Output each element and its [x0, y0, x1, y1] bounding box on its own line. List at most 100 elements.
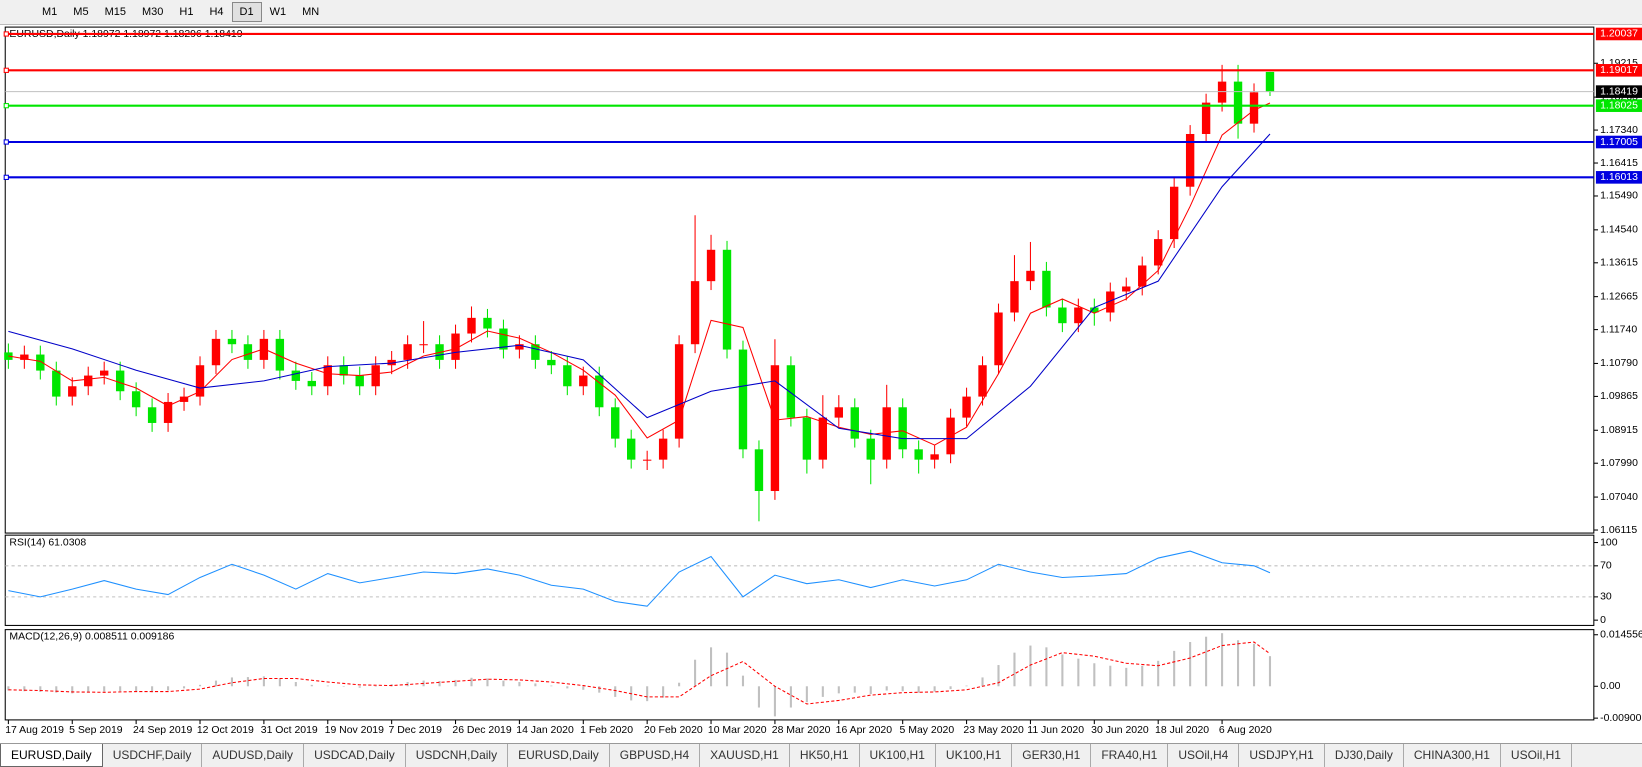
macd-bar [23, 686, 26, 692]
timeframe-button[interactable]: M5 [73, 6, 89, 18]
candle-body [754, 449, 764, 492]
candle-body [898, 407, 907, 450]
candle-body [930, 454, 939, 460]
macd-bar [342, 686, 345, 687]
macd-bar [566, 686, 569, 689]
timeframe-button[interactable]: MN [302, 6, 320, 18]
y-tick-label: 1.06115 [1600, 525, 1637, 536]
candle-body [722, 249, 732, 350]
candle-body [515, 344, 524, 350]
x-tick-label: 28 Mar 2020 [772, 725, 831, 736]
y-tick-label: 1.14540 [1600, 225, 1638, 236]
candle-body [690, 281, 700, 345]
chart-tab[interactable]: USDCNH,Daily [406, 744, 509, 767]
macd-bar [167, 686, 170, 691]
pane-title: MACD(12,26,9) 0.008511 0.009186 [9, 632, 174, 643]
level-handle [3, 31, 9, 37]
candle-body [68, 386, 77, 397]
macd-bar [821, 686, 824, 697]
candle-body [1169, 186, 1179, 240]
chart-tab[interactable]: USDCHF,Daily [103, 744, 203, 767]
candle-body [275, 338, 285, 371]
timeframe-button[interactable]: M30 [141, 6, 164, 18]
timeframe-button[interactable]: W1 [269, 6, 287, 18]
chart-tab[interactable]: AUDUSD,Daily [202, 744, 305, 767]
macd-bar [1157, 660, 1160, 687]
chart-tab[interactable]: CHINA300,H1 [1404, 744, 1501, 767]
y-tick-label: 100 [1600, 537, 1618, 548]
candle-body [611, 407, 620, 439]
y-tick-label: 1.12665 [1600, 291, 1638, 302]
chart-tab[interactable]: EURUSD,Daily [0, 744, 103, 767]
pane-frame [4, 534, 1595, 626]
current-price-label: 1.18419 [1600, 86, 1638, 97]
chart-tab[interactable]: UK100,H1 [860, 744, 936, 767]
chart-tab[interactable]: FRA40,H1 [1091, 744, 1169, 767]
macd-bar [885, 686, 888, 691]
chart-tab[interactable]: GBPUSD,H4 [610, 744, 701, 767]
macd-bar [678, 682, 681, 687]
chart-window: EURUSD,Daily 1.18972 1.18972 1.18296 1.1… [0, 25, 1642, 743]
timeframe-button[interactable]: M15 [104, 6, 126, 18]
macd-bar [709, 647, 713, 687]
chart-tab[interactable]: XAUUSD,H1 [700, 744, 790, 767]
indicator-line [8, 133, 1271, 440]
candle-body [658, 438, 668, 460]
x-tick-label: 1 Feb 2020 [580, 725, 633, 736]
candle-body [770, 365, 780, 492]
candle-body [227, 338, 237, 345]
level-tag [1595, 99, 1642, 112]
x-tick-label: 17 Aug 2019 [5, 725, 64, 736]
macd-bar [1268, 656, 1272, 687]
timeframe-button[interactable]: M1 [42, 6, 58, 18]
chart-tab[interactable]: USDCAD,Daily [304, 744, 406, 767]
candle-body [1106, 291, 1115, 313]
macd-bar [182, 686, 186, 689]
candle-body [307, 380, 316, 387]
candle-body [882, 407, 891, 460]
level-tag [1595, 135, 1642, 149]
y-tick-label: 1.07990 [1600, 458, 1638, 469]
candle-body [866, 438, 875, 460]
timeframe-button[interactable]: H4 [209, 6, 224, 18]
y-tick-label: -0.009001 [1600, 713, 1642, 724]
macd-bar [773, 686, 776, 717]
candle-body [818, 417, 828, 460]
candle-body [850, 407, 859, 439]
y-tick-label: 1.08915 [1600, 425, 1638, 436]
candle-body [914, 449, 923, 460]
candle-body [195, 365, 205, 397]
chart-tab[interactable]: EURUSD,Daily [508, 744, 610, 767]
chart-background [0, 25, 1642, 743]
candle-body [1090, 307, 1099, 313]
macd-bar [39, 686, 42, 692]
macd-bar [1093, 663, 1096, 687]
macd-bar [310, 684, 313, 687]
timeframe-button[interactable]: D1 [231, 2, 262, 22]
macd-bar [965, 685, 968, 687]
chart-tab[interactable]: GER30,H1 [1012, 744, 1092, 767]
y-tick-label: 0.00 [1600, 681, 1621, 692]
candle-body [211, 338, 221, 366]
chart-tab[interactable]: USOil,H1 [1501, 744, 1572, 767]
candle-body [962, 396, 971, 418]
macd-bar [7, 686, 10, 691]
chart-tab[interactable]: USDJPY,H1 [1239, 744, 1325, 767]
chart-tab[interactable]: HK50,H1 [790, 744, 860, 767]
candle-body [1265, 71, 1275, 92]
candle-body [1249, 92, 1259, 124]
chart-tab[interactable]: UK100,H1 [936, 744, 1013, 767]
macd-bar [725, 652, 729, 687]
timeframe-button[interactable]: H1 [179, 6, 194, 18]
chart-tab[interactable]: DJ30,Daily [1325, 744, 1404, 767]
level-handle [3, 174, 9, 180]
candle-body [36, 354, 45, 371]
candle-body [547, 359, 556, 366]
macd-bar [294, 682, 297, 687]
x-tick-label: 5 Sep 2019 [69, 725, 123, 736]
macd-bar [151, 686, 154, 693]
chart-tab[interactable]: USOil,H4 [1168, 744, 1240, 767]
candle-body [1122, 286, 1131, 292]
macd-bar [917, 686, 920, 693]
candle-body [115, 370, 125, 392]
